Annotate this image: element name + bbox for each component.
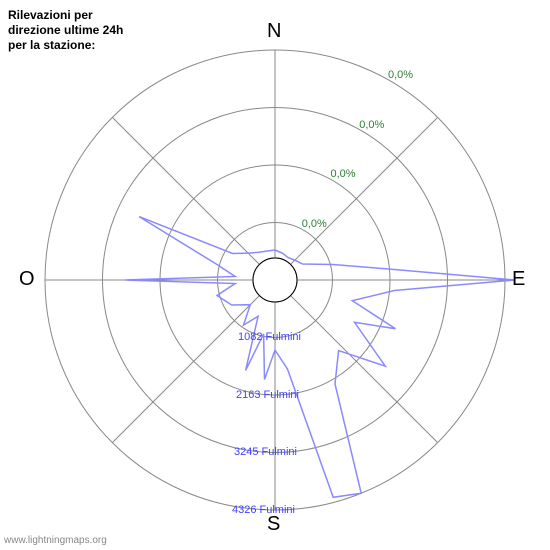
cardinal-south: S [267, 513, 280, 536]
ring-label-upper: 0,0% [388, 69, 413, 81]
ring-label-upper: 0,0% [331, 168, 356, 180]
ring-label-lower: 1082 Fulmini [238, 331, 301, 343]
ring-label-upper: 0,0% [302, 218, 327, 230]
cardinal-east: E [512, 268, 525, 291]
cardinal-north: N [267, 20, 281, 43]
ring-label-lower: 2163 Fulmini [236, 389, 299, 401]
ring-label-lower: 3245 Fulmini [234, 446, 297, 458]
chart-title: Rilevazioni per direzione ultime 24h per… [8, 8, 128, 53]
ring-label-upper: 0,0% [359, 119, 384, 131]
ring-label-lower: 4326 Fulmini [232, 504, 295, 516]
cardinal-west: O [19, 268, 35, 291]
credit-text: www.lightningmaps.org [4, 535, 107, 546]
wind-rose-chart [0, 0, 550, 550]
